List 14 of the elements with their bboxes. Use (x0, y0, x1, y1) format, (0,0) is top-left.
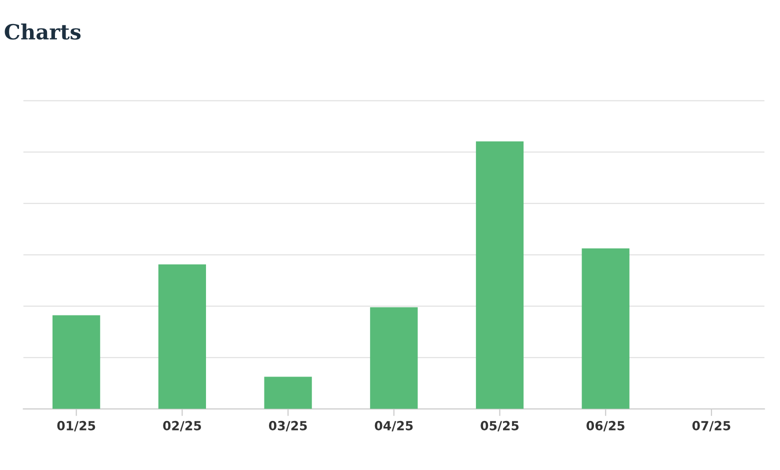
x-tick-label: 01/25 (57, 420, 96, 432)
bar (264, 376, 312, 409)
x-tick-label: 04/25 (374, 420, 413, 432)
bar (52, 315, 100, 409)
x-tick-label: 06/25 (586, 420, 624, 432)
x-tick-label: 03/25 (268, 420, 307, 432)
x-tick-label: 02/25 (163, 420, 201, 432)
bar (582, 248, 630, 409)
bar (476, 141, 524, 409)
x-tick-label: 07/25 (692, 420, 730, 432)
chart-title: Charts (4, 24, 81, 40)
bar (370, 307, 418, 409)
bar (158, 264, 206, 409)
x-tick-label: 05/25 (480, 420, 519, 432)
